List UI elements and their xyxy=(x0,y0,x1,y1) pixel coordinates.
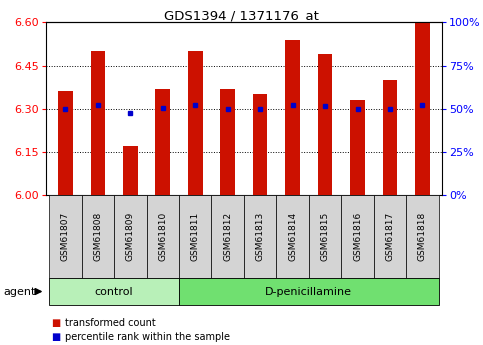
Bar xyxy=(114,195,146,278)
Text: GDS1394 / 1371176_at: GDS1394 / 1371176_at xyxy=(164,9,319,22)
Bar xyxy=(146,195,179,278)
Text: GSM61815: GSM61815 xyxy=(321,212,329,261)
Text: GSM61811: GSM61811 xyxy=(191,212,199,261)
Bar xyxy=(244,195,276,278)
Bar xyxy=(123,146,138,195)
Text: control: control xyxy=(95,287,133,296)
Bar xyxy=(406,195,439,278)
Bar xyxy=(374,195,406,278)
Bar xyxy=(220,89,235,195)
Bar xyxy=(49,278,179,305)
Bar xyxy=(188,51,202,195)
Bar xyxy=(309,195,341,278)
Text: GSM61814: GSM61814 xyxy=(288,212,297,261)
Text: GSM61810: GSM61810 xyxy=(158,212,167,261)
Text: GSM61817: GSM61817 xyxy=(385,212,395,261)
Bar xyxy=(285,40,300,195)
Text: GSM61816: GSM61816 xyxy=(353,212,362,261)
Bar xyxy=(179,278,439,305)
Bar xyxy=(49,195,82,278)
Bar xyxy=(318,54,332,195)
Bar xyxy=(156,89,170,195)
Text: transformed count: transformed count xyxy=(65,318,156,327)
Text: GSM61818: GSM61818 xyxy=(418,212,427,261)
Text: D-penicillamine: D-penicillamine xyxy=(265,287,352,296)
Bar xyxy=(341,195,374,278)
Bar xyxy=(276,195,309,278)
Bar xyxy=(350,100,365,195)
Bar xyxy=(253,94,268,195)
Text: GSM61807: GSM61807 xyxy=(61,212,70,261)
Bar xyxy=(58,91,72,195)
Bar xyxy=(415,22,430,195)
Bar xyxy=(179,195,212,278)
Text: GSM61813: GSM61813 xyxy=(256,212,265,261)
Text: ■: ■ xyxy=(51,318,60,327)
Text: GSM61808: GSM61808 xyxy=(93,212,102,261)
Text: percentile rank within the sample: percentile rank within the sample xyxy=(65,333,230,342)
Bar xyxy=(212,195,244,278)
Text: ■: ■ xyxy=(51,333,60,342)
Text: GSM61812: GSM61812 xyxy=(223,212,232,261)
Bar xyxy=(82,195,114,278)
Text: agent: agent xyxy=(4,287,36,296)
Bar xyxy=(383,80,398,195)
Text: GSM61809: GSM61809 xyxy=(126,212,135,261)
Bar xyxy=(90,51,105,195)
